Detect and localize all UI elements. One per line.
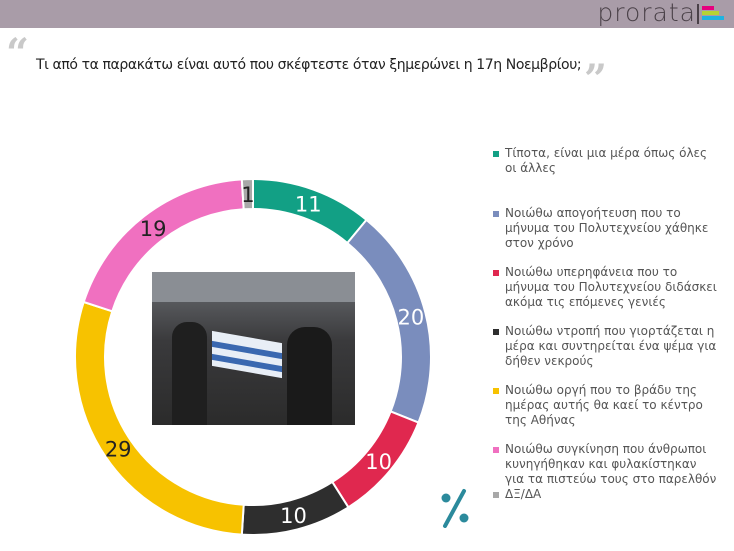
legend-label: Νοιώθω ντροπή που γιορτάζεται η μέρα και… bbox=[505, 324, 717, 368]
legend-swatch bbox=[493, 388, 499, 394]
legend-item: Νοιώθω ντροπή που γιορτάζεται η μέρα και… bbox=[493, 324, 718, 369]
percent-icon bbox=[441, 489, 469, 528]
legend-label: Νοιώθω συγκίνηση που άνθρωποι κυνηγήθηκα… bbox=[505, 442, 717, 486]
legend-item: Νοιώθω συγκίνηση που άνθρωποι κυνηγήθηκα… bbox=[493, 442, 718, 487]
data-label: 10 bbox=[280, 504, 307, 528]
logo-mark bbox=[702, 6, 724, 24]
legend-swatch bbox=[493, 211, 499, 217]
data-label: 20 bbox=[398, 305, 425, 329]
data-label: 10 bbox=[365, 450, 392, 474]
legend-swatch bbox=[493, 492, 499, 498]
logo: prorata bbox=[597, 0, 696, 27]
legend-swatch bbox=[493, 151, 499, 157]
question-title: Τι από τα παρακάτω είναι αυτό που σκέφτε… bbox=[36, 57, 582, 73]
legend-label: Νοιώθω υπερηφάνεια που το μήνυμα του Πολ… bbox=[505, 265, 717, 309]
open-quote-icon: “ bbox=[6, 30, 30, 77]
data-label: 1 bbox=[241, 183, 254, 207]
legend-item: Τίποτα, είναι μια μέρα όπως όλες οι άλλε… bbox=[493, 146, 718, 176]
data-label: 29 bbox=[105, 438, 132, 462]
legend-swatch bbox=[493, 329, 499, 335]
close-quote-icon: ” bbox=[584, 56, 608, 103]
legend-swatch bbox=[493, 270, 499, 276]
legend-label: Νοιώθω απογοήτευση που το μήνυμα του Πολ… bbox=[505, 206, 709, 250]
legend-label: Τίποτα, είναι μια μέρα όπως όλες οι άλλε… bbox=[505, 146, 708, 175]
protest-photo bbox=[152, 272, 355, 425]
slice-6 bbox=[240, 177, 254, 211]
legend: Τίποτα, είναι μια μέρα όπως όλες οι άλλε… bbox=[493, 146, 718, 502]
legend-swatch bbox=[493, 447, 499, 453]
legend-item: Νοιώθω υπερηφάνεια που το μήνυμα του Πολ… bbox=[493, 265, 718, 310]
data-label: 11 bbox=[295, 193, 322, 217]
legend-item: ΔΞ/ΔΑ bbox=[493, 487, 718, 502]
legend-label: ΔΞ/ΔΑ bbox=[505, 487, 542, 501]
logo-divider bbox=[697, 4, 699, 24]
legend-item: Νοιώθω οργή που το βράδυ της ημέρας αυτή… bbox=[493, 383, 718, 428]
header-bar: prorata bbox=[0, 0, 734, 28]
data-label: 19 bbox=[140, 217, 167, 241]
legend-label: Νοιώθω οργή που το βράδυ της ημέρας αυτή… bbox=[505, 383, 703, 427]
legend-item: Νοιώθω απογοήτευση που το μήνυμα του Πολ… bbox=[493, 206, 718, 251]
